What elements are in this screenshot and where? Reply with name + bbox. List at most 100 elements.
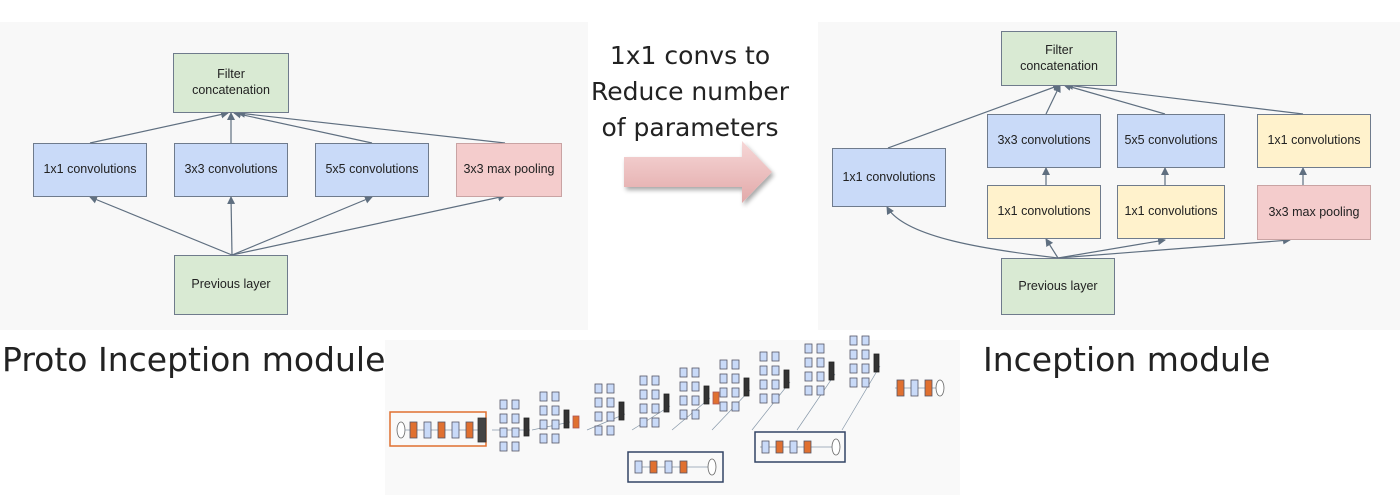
inception-3x3-max-pooling-box: 3x3 max pooling [1257,185,1371,240]
thumb-module-branch [849,377,858,388]
thumb-module-branch [651,403,660,414]
inception-3x3-convolutions-box: 3x3 convolutions [987,114,1101,168]
inception-1x1-reduce-5x5-box: 1x1 convolutions [1117,185,1225,239]
thumb-module-branch [594,397,603,408]
thumb-module-branch [719,359,728,370]
thumb-module-branch [594,383,603,394]
thumb-module-branch [539,419,548,430]
proto-1x1-convolutions-box: 1x1 convolutions [33,143,147,197]
thumb-module-branch [804,371,813,382]
thumb-module-link [711,389,751,431]
thumb-module-branch [679,381,688,392]
thumb-module-branch [861,377,870,388]
thumb-module-link [796,373,836,431]
thumb-module-branch [639,375,648,386]
thumb-aux-layer [634,460,643,474]
thumb-module-branch [849,335,858,346]
thumb-aux-classifier-frame [754,431,846,463]
thumb-stem-layer [451,421,460,439]
inception-filter-concatenation-box: Filter concatenation [1001,31,1117,86]
thumb-module-branch [551,405,560,416]
proto-3x3-convolutions-box: 3x3 convolutions [174,143,288,197]
proto-3x3-max-pooling-box: 3x3 max pooling [456,143,562,197]
thumb-module-link [751,381,791,431]
thumb-module-branch [861,335,870,346]
thumb-module-branch [804,343,813,354]
inception-previous-layer-box: Previous layer [1001,258,1115,315]
thumb-module-branch [861,363,870,374]
thumb-module-concat [873,353,880,373]
thumb-module-branch [804,385,813,396]
thumb-module-branch [539,391,548,402]
thumb-module-branch [759,351,768,362]
thumb-aux-output [707,458,717,476]
thumb-module-branch [679,367,688,378]
thumb-head-layer [910,379,919,397]
thumb-stem-layer [437,421,446,439]
proto-5x5-convolutions-box: 5x5 convolutions [315,143,429,197]
thumb-module-branch [691,409,700,420]
thumb-module-branch [759,379,768,390]
thumb-module-branch [499,413,508,424]
thumb-aux-classifier-frame [627,451,724,483]
thumb-module-branch [731,401,740,412]
thumb-module-branch [499,441,508,452]
thumb-module-concat [523,417,530,437]
thumb-module-concat [828,361,835,381]
thumb-stem-layer [465,421,474,439]
thumb-module-branch [651,417,660,428]
thumb-module-branch [551,391,560,402]
thumb-module-branch [849,363,858,374]
thumb-module-branch [759,365,768,376]
thumb-aux-layer [649,460,658,474]
thumb-module-branch [816,385,825,396]
inception-1x1-convolutions-box: 1x1 convolutions [832,148,946,207]
thumb-input-node [396,421,406,439]
thumb-final-output [935,379,945,397]
thumb-module-branch [731,387,740,398]
thumb-module-branch [679,409,688,420]
thumb-module-concat [703,385,710,405]
inception-module-title: Inception module [983,340,1271,379]
thumb-module-branch [771,393,780,404]
thumb-aux-layer [664,460,673,474]
thumb-aux-output [831,438,841,456]
thumb-module-branch [639,417,648,428]
thumb-module-branch [771,351,780,362]
thumb-module-branch [771,379,780,390]
thumb-stem-layer [423,421,432,439]
thumb-stem-layer [409,421,418,439]
thumb-module-concat [618,401,625,421]
thumb-aux-layer [803,440,812,454]
thumb-module-concat [783,369,790,389]
thumb-pool-layer [572,415,580,429]
thumb-concat-layer [477,417,487,443]
thumb-module-branch [719,387,728,398]
thumb-module-branch [539,433,548,444]
thumb-aux-layer [761,440,770,454]
thumb-module-concat [743,377,750,397]
thumb-head-layer [896,379,905,397]
thumb-module-branch [719,401,728,412]
thumb-module-branch [594,425,603,436]
thumb-module-branch [691,381,700,392]
thumb-module-branch [511,427,520,438]
thumb-module-branch [816,357,825,368]
thumb-module-branch [691,367,700,378]
thumb-module-branch [849,349,858,360]
proto-inception-title: Proto Inception module [2,340,386,379]
thumb-module-branch [551,433,560,444]
thumb-module-concat [663,393,670,413]
thumb-module-branch [594,411,603,422]
thumb-pool-layer [712,391,720,405]
thumb-module-branch [539,405,548,416]
inception-1x1-reduce-3x3-box: 1x1 convolutions [987,185,1101,239]
proto-filter-concatenation-box: Filter concatenation [173,53,289,113]
thumb-module-branch [511,441,520,452]
thumb-module-branch [651,375,660,386]
thumb-module-branch [606,383,615,394]
thumb-aux-layer [775,440,784,454]
